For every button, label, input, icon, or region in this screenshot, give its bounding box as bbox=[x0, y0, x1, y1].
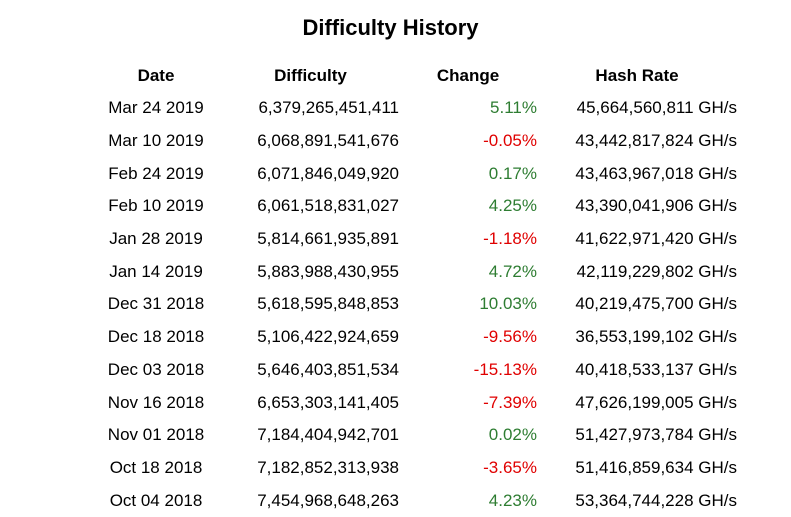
table-row: Feb 10 2019 6,061,518,831,027 4.25% 43,390,… bbox=[90, 190, 737, 223]
change-cell: 0.02% bbox=[488, 425, 537, 445]
difficulty-cell: 5,883,988,430,955 bbox=[257, 261, 399, 281]
difficulty-cell: 7,184,404,942,701 bbox=[257, 425, 399, 445]
change-cell: 4.23% bbox=[488, 490, 537, 510]
table-row: Oct 18 2018 7,182,852,313,938 -3.65% 51,416… bbox=[90, 452, 737, 485]
change-cell: 4.25% bbox=[488, 196, 537, 216]
column-header-change: Change bbox=[436, 66, 500, 85]
difficulty-cell: 5,618,595,848,853 bbox=[257, 294, 399, 314]
change-cell: -7.39% bbox=[483, 392, 537, 412]
difficulty-cell: 7,182,852,313,938 bbox=[257, 457, 399, 477]
table-row: Feb 24 2019 6,071,846,049,920 0.17% 43,463,… bbox=[90, 157, 737, 190]
table-row: Jan 28 2019 5,814,661,935,891 -1.18% 41,622… bbox=[90, 223, 737, 256]
hash-rate-cell: 43,390,041,906 GH/s bbox=[575, 196, 737, 216]
hash-rate-cell: 45,664,560,811 GH/s bbox=[576, 98, 737, 118]
difficulty-cell: 6,653,303,141,405 bbox=[257, 392, 399, 412]
date-cell: Jan 14 2019 bbox=[109, 261, 203, 281]
difficulty-cell: 6,071,846,049,920 bbox=[257, 163, 399, 183]
date-cell: Dec 03 2018 bbox=[107, 359, 205, 379]
hash-rate-cell: 42,119,229,802 GH/s bbox=[576, 261, 737, 281]
table-row: Nov 01 2018 7,184,404,942,701 0.02% 51,427,… bbox=[90, 419, 737, 452]
date-cell: Jan 28 2019 bbox=[109, 229, 203, 249]
date-cell: Feb 24 2019 bbox=[108, 163, 204, 183]
date-cell: Feb 10 2019 bbox=[108, 196, 204, 216]
table-row: Mar 10 2019 6,068,891,541,676 -0.05% 43,442… bbox=[90, 125, 737, 158]
date-cell: Mar 24 2019 bbox=[108, 98, 204, 118]
date-cell: Oct 18 2018 bbox=[109, 457, 203, 477]
difficulty-cell: 5,106,422,924,659 bbox=[257, 327, 399, 347]
change-cell: -3.65% bbox=[483, 457, 537, 477]
table-body: Mar 24 2019 6,379,265,451,411 5.11% 45,664,… bbox=[90, 92, 737, 517]
table-header-row: Date Difficulty Change Hash Rate bbox=[90, 60, 737, 92]
difficulty-history-table: Date Difficulty Change Hash Rate Mar 24 … bbox=[90, 60, 737, 517]
change-cell: 10.03% bbox=[479, 294, 537, 314]
difficulty-cell: 6,379,265,451,411 bbox=[258, 98, 399, 118]
change-cell: -1.18% bbox=[483, 229, 537, 249]
hash-rate-cell: 43,442,817,824 GH/s bbox=[575, 131, 737, 151]
change-cell: 5.11% bbox=[490, 98, 537, 118]
hash-rate-cell: 41,622,971,420 GH/s bbox=[575, 229, 737, 249]
hash-rate-cell: 40,219,475,700 GH/s bbox=[575, 294, 737, 314]
table-row: Nov 16 2018 6,653,303,141,405 -7.39% 47,626… bbox=[90, 386, 737, 419]
hash-rate-cell: 36,553,199,102 GH/s bbox=[575, 327, 737, 347]
change-cell: -0.05% bbox=[483, 131, 537, 151]
difficulty-cell: 5,814,661,935,891 bbox=[257, 229, 399, 249]
column-header-hash-rate: Hash Rate bbox=[595, 66, 679, 85]
change-cell: -15.13% bbox=[473, 359, 537, 379]
date-cell: Oct 04 2018 bbox=[109, 490, 203, 510]
difficulty-cell: 5,646,403,851,534 bbox=[257, 359, 399, 379]
page-title: Difficulty History bbox=[302, 15, 479, 40]
hash-rate-cell: 51,416,859,634 GH/s bbox=[575, 457, 737, 477]
date-cell: Dec 18 2018 bbox=[107, 327, 205, 347]
difficulty-cell: 6,061,518,831,027 bbox=[257, 196, 399, 216]
table-row: Mar 24 2019 6,379,265,451,411 5.11% 45,664,… bbox=[90, 92, 737, 125]
column-header-date: Date bbox=[137, 66, 175, 85]
difficulty-cell: 6,068,891,541,676 bbox=[257, 131, 399, 151]
hash-rate-cell: 53,364,744,228 GH/s bbox=[575, 490, 737, 510]
table-row: Dec 18 2018 5,106,422,924,659 -9.56% 36,553… bbox=[90, 321, 737, 354]
difficulty-cell: 7,454,968,648,263 bbox=[257, 490, 399, 510]
table-row: Dec 03 2018 5,646,403,851,534 -15.13% 40,41… bbox=[90, 354, 737, 387]
date-cell: Mar 10 2019 bbox=[108, 131, 204, 151]
date-cell: Dec 31 2018 bbox=[107, 294, 205, 314]
hash-rate-cell: 51,427,973,784 GH/s bbox=[575, 425, 737, 445]
column-header-difficulty: Difficulty bbox=[274, 66, 347, 85]
hash-rate-cell: 40,418,533,137 GH/s bbox=[575, 359, 737, 379]
hash-rate-cell: 43,463,967,018 GH/s bbox=[575, 163, 737, 183]
table-row: Dec 31 2018 5,618,595,848,853 10.03% 40,219… bbox=[90, 288, 737, 321]
change-cell: 4.72% bbox=[488, 261, 537, 281]
hash-rate-cell: 47,626,199,005 GH/s bbox=[575, 392, 737, 412]
date-cell: Nov 16 2018 bbox=[107, 392, 205, 412]
change-cell: -9.56% bbox=[483, 327, 537, 347]
table-row: Jan 14 2019 5,883,988,430,955 4.72% 42,119,… bbox=[90, 255, 737, 288]
date-cell: Nov 01 2018 bbox=[107, 425, 205, 445]
change-cell: 0.17% bbox=[488, 163, 537, 183]
table-row: Oct 04 2018 7,454,968,648,263 4.23% 53,364,… bbox=[90, 484, 737, 517]
